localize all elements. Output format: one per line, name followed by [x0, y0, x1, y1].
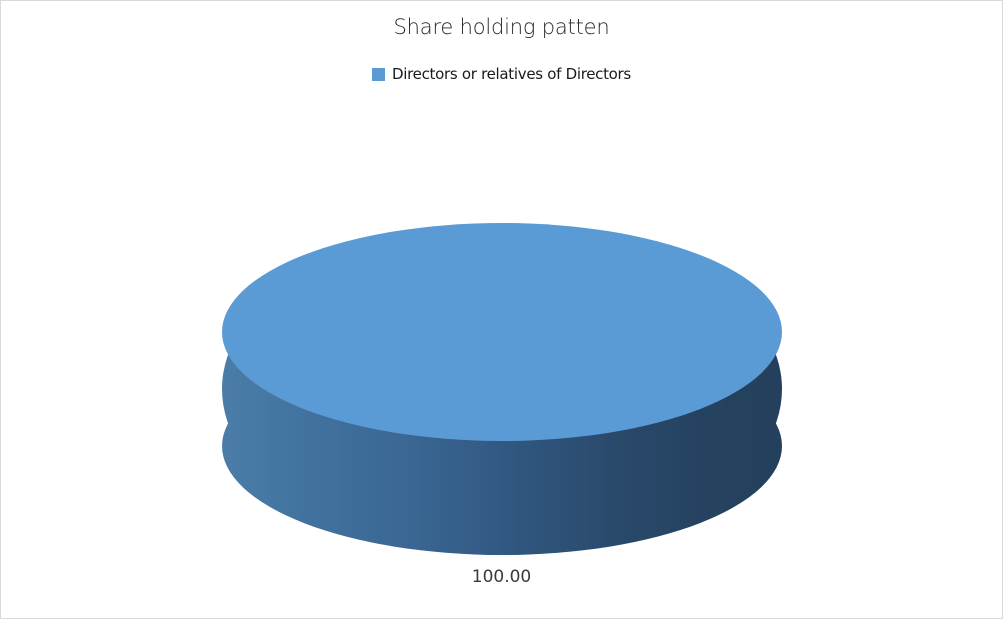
chart-legend: Directors or relatives of Directors [1, 65, 1002, 83]
square-swatch-icon [372, 67, 386, 81]
legend-item-label: Directors or relatives of Directors [392, 65, 631, 83]
pie-data-label: 100.00 [471, 567, 532, 587]
chart-title: Share holding patten [393, 15, 610, 39]
legend-item-directors[interactable]: Directors or relatives of Directors [372, 65, 631, 83]
pie-chart-3d [222, 223, 782, 555]
pie-slice-directors[interactable] [222, 223, 782, 441]
